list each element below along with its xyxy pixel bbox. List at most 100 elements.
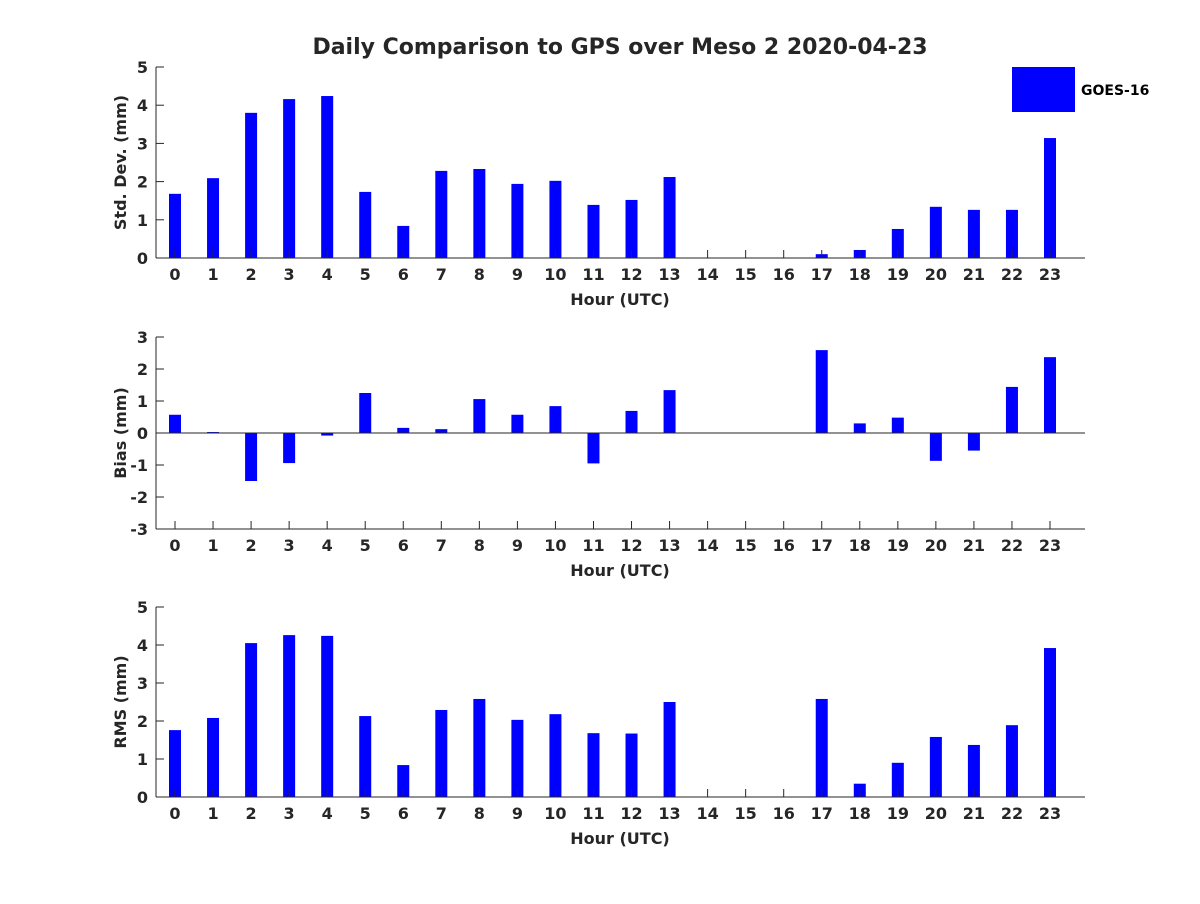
bar-1-hour-7: [435, 429, 448, 433]
bar-0-hour-10: [549, 180, 562, 258]
bar-1-hour-10: [549, 406, 562, 433]
x-tick-label: 1: [207, 804, 218, 823]
bar-0-hour-22: [1005, 209, 1018, 258]
y-tick-label: 0: [137, 249, 148, 268]
x-axis-label: Hour (UTC): [570, 829, 670, 848]
x-tick-label: 22: [1001, 265, 1023, 284]
x-tick-label: 8: [474, 265, 485, 284]
bar-2-hour-8: [473, 698, 486, 797]
x-tick-label: 7: [436, 265, 447, 284]
y-tick-label: 1: [137, 750, 148, 769]
x-tick-label: 3: [284, 536, 295, 555]
x-tick-label: 9: [512, 804, 523, 823]
y-tick-label: 3: [137, 134, 148, 153]
y-tick-label: 4: [137, 96, 148, 115]
bar-2-hour-11: [587, 733, 600, 797]
x-tick-label: 19: [887, 536, 909, 555]
bar-2-hour-9: [511, 719, 524, 797]
bar-1-hour-11: [587, 433, 600, 464]
bar-0-hour-20: [929, 206, 942, 258]
x-tick-label: 4: [322, 536, 333, 555]
bar-1-hour-20: [929, 433, 942, 461]
y-tick-label: -2: [130, 488, 148, 507]
y-tick-label: 1: [137, 392, 148, 411]
x-tick-label: 15: [735, 804, 757, 823]
x-tick-label: 3: [284, 265, 295, 284]
x-tick-label: 0: [169, 804, 180, 823]
bar-1-hour-6: [397, 427, 410, 433]
x-tick-label: 18: [849, 804, 871, 823]
y-tick-label: 0: [137, 424, 148, 443]
x-tick-label: 20: [925, 265, 947, 284]
x-tick-label: 2: [246, 804, 257, 823]
x-tick-label: 13: [658, 804, 680, 823]
bar-1-hour-3: [283, 433, 296, 464]
bar-0-hour-9: [511, 183, 524, 258]
bar-2-hour-6: [397, 765, 410, 797]
y-tick-label: 2: [137, 173, 148, 192]
y-tick-label: 3: [137, 328, 148, 347]
x-tick-label: 12: [620, 804, 642, 823]
x-tick-label: 21: [963, 265, 985, 284]
bar-2-hour-0: [169, 730, 181, 797]
x-tick-label: 16: [773, 265, 795, 284]
y-tick-label: 3: [137, 674, 148, 693]
bar-0-hour-2: [245, 112, 258, 258]
bar-1-hour-4: [321, 433, 334, 436]
x-tick-label: 16: [773, 804, 795, 823]
x-tick-label: 11: [582, 265, 604, 284]
x-tick-label: 11: [582, 804, 604, 823]
bar-0-hour-8: [473, 168, 486, 258]
bar-1-hour-21: [967, 433, 980, 451]
bar-2-hour-23: [1044, 648, 1056, 797]
x-tick-label: 6: [398, 536, 409, 555]
bar-2-hour-4: [321, 635, 334, 797]
bar-2-hour-7: [435, 709, 448, 797]
x-tick-label: 10: [544, 265, 566, 284]
y-tick-label: 5: [137, 598, 148, 617]
bar-2-hour-2: [245, 643, 258, 797]
y-axis-label: RMS (mm): [111, 655, 130, 748]
x-tick-label: 20: [925, 536, 947, 555]
x-tick-label: 23: [1039, 536, 1061, 555]
x-tick-label: 7: [436, 536, 447, 555]
x-tick-label: 6: [398, 265, 409, 284]
x-tick-label: 11: [582, 536, 604, 555]
bar-0-hour-5: [359, 191, 372, 258]
x-tick-label: 2: [246, 536, 257, 555]
bar-1-hour-5: [359, 393, 372, 433]
x-tick-label: 21: [963, 804, 985, 823]
x-tick-label: 5: [360, 804, 371, 823]
bar-1-hour-23: [1044, 357, 1056, 433]
bar-0-hour-19: [891, 228, 904, 258]
x-tick-label: 12: [620, 536, 642, 555]
bar-1-hour-9: [511, 414, 524, 433]
x-tick-label: 10: [544, 536, 566, 555]
bar-1-hour-19: [891, 417, 904, 433]
x-tick-label: 15: [735, 536, 757, 555]
y-tick-label: -3: [130, 520, 148, 539]
x-tick-label: 6: [398, 804, 409, 823]
x-tick-label: 4: [322, 804, 333, 823]
y-tick-label: 4: [137, 636, 148, 655]
x-tick-label: 20: [925, 804, 947, 823]
legend-swatch: [1012, 67, 1075, 112]
x-tick-label: 3: [284, 804, 295, 823]
bar-2-hour-22: [1005, 725, 1018, 797]
bar-1-hour-18: [853, 423, 866, 433]
x-tick-label: 14: [696, 265, 718, 284]
bar-0-hour-13: [663, 177, 676, 258]
x-tick-label: 19: [887, 265, 909, 284]
x-tick-label: 0: [169, 265, 180, 284]
bar-2-hour-5: [359, 716, 372, 797]
x-axis-label: Hour (UTC): [570, 290, 670, 309]
x-tick-label: 15: [735, 265, 757, 284]
x-axis-label: Hour (UTC): [570, 561, 670, 580]
x-tick-label: 9: [512, 536, 523, 555]
bar-0-hour-21: [967, 209, 980, 258]
bar-0-hour-1: [207, 178, 220, 258]
x-tick-label: 8: [474, 536, 485, 555]
y-tick-label: 1: [137, 211, 148, 230]
bar-1-hour-12: [625, 410, 638, 433]
y-tick-label: 2: [137, 360, 148, 379]
